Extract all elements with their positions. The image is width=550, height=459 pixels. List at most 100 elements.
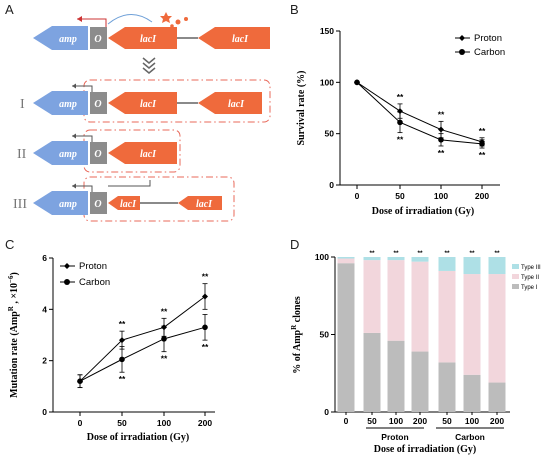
d-bar-segment-typei — [363, 332, 381, 412]
d-xtick-label: 0 — [344, 416, 349, 426]
panel-b-chart: Survival rate (%) Dose of irradiation (G… — [296, 26, 505, 217]
d-significance-label: ** — [444, 250, 450, 257]
d-ytick-label: 50 — [320, 330, 330, 340]
type-label-1: I — [20, 97, 25, 112]
c-ylabel: Mutation rate (AmpR , ×10−6) — [7, 272, 20, 398]
c-legend-marker-proton — [64, 263, 70, 269]
b-ylabel: Survival rate (%) — [296, 71, 307, 146]
panel-d-chart: % of AmpR clones Dose of irradiation (Gy… — [290, 250, 541, 455]
d-ytick-label: 0 — [324, 407, 329, 417]
b-legend: Proton Carbon — [455, 33, 505, 58]
c-xtick-label: 200 — [198, 418, 212, 428]
c-significance-label: ** — [119, 319, 126, 329]
c-xtick-label: 0 — [78, 418, 83, 428]
d-bar-segment-typeii — [488, 274, 506, 383]
promoter-arrow — [77, 18, 107, 27]
d-group-proton: Proton — [381, 432, 408, 442]
c-xtick-label: 50 — [117, 418, 127, 428]
type-label-2: II — [17, 147, 27, 162]
c-ytick-label: 2 — [42, 356, 47, 366]
b-series-line-carbon — [356, 81, 483, 145]
b-xtick-label: 100 — [434, 191, 448, 201]
panel-a-diagram: amp O lacI lacI I a — [13, 12, 271, 222]
b-legend-carbon: Carbon — [474, 47, 505, 58]
c-significance-label: ** — [202, 342, 209, 352]
c-legend-marker-carbon — [64, 279, 70, 285]
d-bar-segment-typei — [411, 351, 429, 412]
d-bar-segment-typeiii — [463, 257, 481, 275]
d-significance-label: ** — [417, 250, 423, 257]
panel-a-letter: A — [5, 2, 14, 17]
d-legend-type3: Type III — [521, 265, 541, 271]
d-significance-label: ** — [469, 250, 475, 257]
b-series-line-proton — [356, 81, 483, 143]
chevron-down-icon — [142, 57, 156, 74]
svg-text:amp: amp — [59, 149, 77, 160]
b-xtick-label: 200 — [475, 191, 489, 201]
c-point-carbon — [202, 324, 208, 331]
b-legend-proton: Proton — [474, 33, 502, 44]
b-point-carbon — [397, 119, 403, 126]
c-legend-proton: Proton — [79, 261, 107, 272]
c-significance-label: ** — [202, 272, 209, 282]
c-point-proton — [202, 293, 208, 300]
svg-text:O: O — [94, 149, 101, 160]
c-ytick-label: 4 — [42, 304, 47, 314]
d-significance-label: ** — [494, 250, 500, 257]
operator-box — [90, 27, 107, 49]
c-ytick-label: 0 — [42, 407, 47, 417]
b-point-carbon — [479, 141, 485, 147]
d-xtick-label: 50 — [442, 416, 452, 426]
d-bar-segment-typeii — [411, 261, 429, 352]
svg-text:lacI: lacI — [228, 99, 245, 110]
b-ytick-label: 100 — [320, 77, 334, 87]
svg-text:O: O — [94, 199, 101, 210]
svg-text:amp: amp — [59, 99, 77, 110]
svg-text:amp: amp — [59, 199, 77, 210]
amp-arrow — [33, 26, 88, 50]
d-significance-label: ** — [393, 250, 399, 257]
b-point-proton — [397, 108, 403, 115]
d-bar-segment-typeii — [363, 260, 381, 333]
c-point-proton — [119, 337, 125, 344]
b-point-proton — [438, 126, 444, 133]
d-bar-segment-typeiii — [387, 257, 405, 261]
d-xlabel: Dose of irradiation (Gy) — [374, 444, 477, 455]
c-legend: Proton Carbon — [60, 261, 110, 288]
c-point-carbon — [161, 336, 167, 342]
b-xtick-label: 0 — [355, 191, 360, 201]
c-series-line-carbon — [79, 326, 206, 382]
c-series-line-proton — [79, 296, 206, 382]
d-legend-swatch-type2 — [512, 274, 519, 279]
d-bar-segment-typeiii — [438, 257, 456, 271]
b-legend-marker-carbon — [459, 49, 465, 55]
amp-label: amp — [59, 34, 77, 45]
b-significance-label: ** — [397, 92, 404, 102]
d-legend-swatch-type3 — [512, 264, 519, 269]
laci-label-1: lacI — [140, 34, 157, 45]
d-legend: Type III Type II Type I — [512, 264, 541, 291]
d-bar-segment-typei — [438, 362, 456, 412]
d-xtick-label: 50 — [367, 416, 377, 426]
operator-label: O — [94, 34, 101, 45]
d-xtick-label: 200 — [490, 416, 504, 426]
svg-text:lacI: lacI — [196, 199, 213, 210]
laci-label-2: lacI — [232, 34, 249, 45]
c-point-carbon — [119, 356, 125, 363]
b-ytick-label: 150 — [320, 26, 334, 36]
panel-d-letter: D — [290, 237, 299, 252]
d-bar-segment-typei — [463, 374, 481, 412]
c-significance-label: ** — [119, 374, 126, 384]
d-bar-segment-typeii — [387, 260, 405, 341]
d-xtick-label: 100 — [389, 416, 403, 426]
d-bar-segment-typei — [337, 263, 355, 412]
region-box-2 — [83, 129, 181, 173]
mutation-star-icon — [160, 12, 172, 23]
binding-arc — [107, 14, 153, 25]
c-xtick-label: 100 — [157, 418, 171, 428]
svg-text:O: O — [94, 99, 101, 110]
b-point-carbon — [354, 79, 360, 86]
d-significance-label: ** — [369, 250, 375, 257]
d-legend-type1: Type I — [521, 285, 538, 291]
